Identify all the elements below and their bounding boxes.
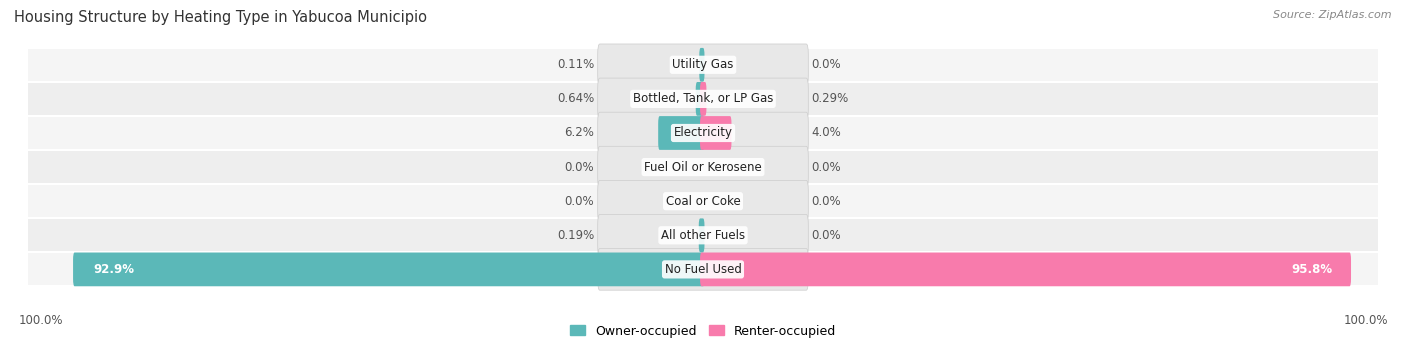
FancyBboxPatch shape (699, 48, 704, 82)
Text: 0.0%: 0.0% (565, 161, 595, 174)
Text: 100.0%: 100.0% (18, 314, 63, 327)
Text: Housing Structure by Heating Type in Yabucoa Municipio: Housing Structure by Heating Type in Yab… (14, 10, 427, 25)
FancyBboxPatch shape (598, 180, 808, 222)
Bar (28, 49, 1378, 81)
Legend: Owner-occupied, Renter-occupied: Owner-occupied, Renter-occupied (565, 320, 841, 341)
Text: Electricity: Electricity (673, 127, 733, 139)
Text: 6.2%: 6.2% (564, 127, 595, 139)
Text: 4.0%: 4.0% (811, 127, 841, 139)
FancyBboxPatch shape (598, 214, 808, 256)
Text: 0.0%: 0.0% (811, 229, 841, 242)
Bar (28, 253, 1378, 285)
FancyBboxPatch shape (700, 82, 706, 116)
FancyBboxPatch shape (696, 82, 704, 116)
Text: 0.0%: 0.0% (811, 161, 841, 174)
Text: 0.0%: 0.0% (565, 195, 595, 208)
Text: 92.9%: 92.9% (93, 263, 134, 276)
Text: All other Fuels: All other Fuels (661, 229, 745, 242)
Text: 95.8%: 95.8% (1292, 263, 1333, 276)
FancyBboxPatch shape (73, 252, 704, 286)
Text: 0.11%: 0.11% (557, 58, 595, 71)
Bar (28, 151, 1378, 183)
FancyBboxPatch shape (699, 219, 704, 252)
Text: Coal or Coke: Coal or Coke (665, 195, 741, 208)
FancyBboxPatch shape (598, 44, 808, 86)
FancyBboxPatch shape (700, 252, 1351, 286)
Text: No Fuel Used: No Fuel Used (665, 263, 741, 276)
FancyBboxPatch shape (598, 249, 808, 290)
Bar (28, 83, 1378, 115)
FancyBboxPatch shape (598, 146, 808, 188)
Text: Bottled, Tank, or LP Gas: Bottled, Tank, or LP Gas (633, 92, 773, 105)
Text: 0.29%: 0.29% (811, 92, 849, 105)
FancyBboxPatch shape (598, 78, 808, 120)
Bar (28, 185, 1378, 217)
Text: 0.0%: 0.0% (811, 195, 841, 208)
FancyBboxPatch shape (658, 116, 704, 150)
Bar (28, 117, 1378, 149)
Bar (28, 219, 1378, 251)
FancyBboxPatch shape (598, 112, 808, 154)
Text: 0.19%: 0.19% (557, 229, 595, 242)
Text: 100.0%: 100.0% (1343, 314, 1388, 327)
Text: Fuel Oil or Kerosene: Fuel Oil or Kerosene (644, 161, 762, 174)
Text: 0.0%: 0.0% (811, 58, 841, 71)
Text: Utility Gas: Utility Gas (672, 58, 734, 71)
FancyBboxPatch shape (700, 116, 731, 150)
Text: Source: ZipAtlas.com: Source: ZipAtlas.com (1274, 10, 1392, 20)
Text: 0.64%: 0.64% (557, 92, 595, 105)
